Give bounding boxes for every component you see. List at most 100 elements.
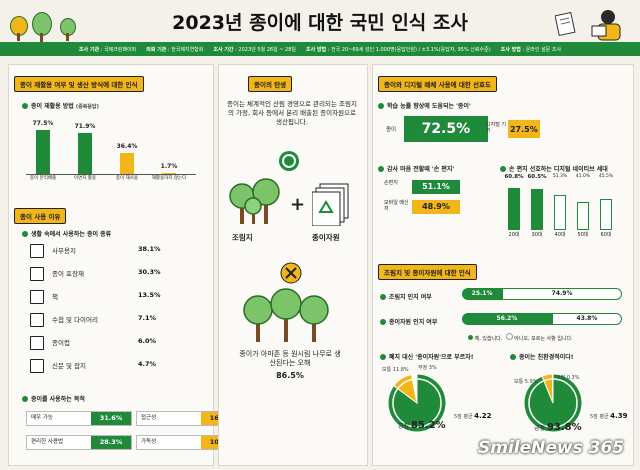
purpose-item: 편리한 사용법 28.3% <box>26 435 132 450</box>
purpose-label: 편리한 사용법 <box>31 439 64 445</box>
letter-label: 손편지 <box>384 180 398 186</box>
paper-type-icon <box>30 359 44 373</box>
list-item: 사무용지 38.1% <box>30 242 200 258</box>
forest-icon <box>226 176 286 228</box>
recycled-paper-icon <box>311 182 352 227</box>
pie-neutral-label: 보통 11.8% <box>382 367 409 373</box>
bar-category-label: 40대 <box>554 232 566 238</box>
bar <box>78 132 92 174</box>
subheading: 학습 능률 향상에 도움되는 '종이' <box>378 101 471 110</box>
forest-label: 조림지 <box>232 233 253 242</box>
paper-type-icon <box>30 313 44 327</box>
aware-yes-segment: 56.2% <box>462 313 552 325</box>
letter-bar: 51.1% <box>412 180 460 194</box>
paper-type-icon <box>30 336 44 350</box>
bar <box>162 172 176 174</box>
section-badge: 종이의 탄생 <box>248 76 293 92</box>
aware-no-segment: 74.9% <box>502 288 622 300</box>
pie-main-label: 긍정 85.2% <box>398 420 446 431</box>
list-item-value: 30.3% <box>138 268 161 276</box>
bar-category-label: 이면지 활용 <box>73 176 97 181</box>
list-item-label: 종이 포장재 <box>52 270 84 278</box>
survey-info-bar: 조사 기관 : 국제크린페이퍼 의뢰 기관 : 한국제지연합회 조사 기간 : … <box>0 42 640 56</box>
bar-category-label: 20대 <box>508 232 520 238</box>
subheading: 감사 마음 전할때 '손 편지' <box>378 164 454 173</box>
page-title: 2023년 종이에 대한 국민 인식 조사 <box>172 12 468 34</box>
bar <box>600 198 612 230</box>
subheading: 조림지 인지 여부 <box>380 292 432 301</box>
bar-category-label: 60대 <box>600 232 612 238</box>
aware-forest-bar: 25.1% 74.9% <box>462 288 622 300</box>
list-item: 신문 및 잡지 4.7% <box>30 357 200 373</box>
bar-value: 41.0% <box>575 174 591 179</box>
list-item-value: 38.1% <box>138 245 161 253</box>
pie-score: 5점 평균 4.22 <box>454 412 492 420</box>
bar-value: 45.5% <box>598 174 614 179</box>
bar-value: 60.8% <box>504 174 524 180</box>
paper-document-icon <box>554 11 577 38</box>
purpose-value: 28.3% <box>91 436 131 449</box>
list-item-label: 책 <box>52 293 58 301</box>
pie-negative-label: 부정 3% <box>418 365 437 371</box>
letter-row: 모바일 메신저 48.9% <box>384 200 494 214</box>
info-item: 의뢰 기관 : 한국제지연합회 <box>146 46 204 53</box>
section-badge: 종이와 디지털 매체 사용에 대한 선호도 <box>378 76 497 92</box>
bar-value: 60.5% <box>527 174 547 180</box>
section-badge: 종이 사용 이유 <box>14 208 67 224</box>
bar <box>120 153 134 174</box>
recycle-bar-chart: 77.5% 종이 분리배출 71.9% 이면지 활용 36.4% 종이 재사용 1.7% 재활… <box>26 112 206 190</box>
bar-category-label: 종이 분리배출 <box>29 176 57 181</box>
reading-person-icon <box>586 8 630 42</box>
purpose-value: 31.6% <box>91 412 131 425</box>
pie-slice <box>410 373 418 404</box>
aware-resource-bar: 56.2% 43.8% <box>462 313 622 325</box>
rainforest-icon <box>236 288 336 344</box>
info-item: 조사 방법 : 전국 20~69세 성인 1,000명(응답인원) / ±3.1… <box>305 46 491 53</box>
bar-value: 51.3% <box>552 174 568 179</box>
list-item-label: 사무용지 <box>52 247 76 255</box>
list-item-value: 13.5% <box>138 291 161 299</box>
list-item-value: 6.0% <box>138 337 157 345</box>
list-item: 종이 포장재 30.3% <box>30 265 200 281</box>
pie-chart-rename <box>387 373 447 433</box>
pie-score: 5점 평균 4.39 <box>590 412 628 420</box>
subheading: 종이 재활용 방법 (중복응답) <box>22 101 99 110</box>
letter-label: 모바일 메신저 <box>384 200 409 212</box>
subheading: 생활 속에서 사용하는 종이 종류 <box>22 229 111 238</box>
pie-inner-ring <box>392 378 442 428</box>
bar-value: 1.7% <box>160 162 178 170</box>
learn-paper-bar: 72.5% <box>404 116 488 142</box>
pie-negative-label: 부정 0.3% <box>556 375 580 381</box>
paper-type-icon <box>30 267 44 281</box>
subheading: 손 편지 선호하는 디지털 네이티브 세대 <box>500 164 608 173</box>
bar <box>508 188 520 230</box>
learn-right-label: 디지털 기기 <box>486 122 506 134</box>
list-item-label: 신문 및 잡지 <box>52 362 87 370</box>
origin-description: 종이는 체계적인 산림 경영으로 관리되는 조림지의 가정, 회사 등에서 분리… <box>227 100 357 126</box>
list-item: 수첩 및 다이어리 7.1% <box>30 311 200 327</box>
generation-bar-chart: 60.8% 20대 60.5% 30대 51.3% 40대 41.0% 50대 45.5% 60대 <box>504 174 624 238</box>
info-item: 조사 방법 : 온라인 설문 조사 <box>500 46 562 53</box>
wrong-icon <box>280 262 302 284</box>
decor-tree-icon <box>58 18 76 42</box>
bar-value: 77.5% <box>32 119 54 127</box>
list-item: 책 13.5% <box>30 288 200 304</box>
pie-inner-ring <box>528 378 578 428</box>
watermark-logo: SmileNews 365 <box>478 438 625 458</box>
purpose-item: 매우 가능 31.6% <box>26 411 132 426</box>
bar <box>577 201 589 230</box>
info-item: 조사 기간 : 2023년 5월 26일 ~ 28일 <box>213 46 296 53</box>
bar-category-label: 50대 <box>577 232 589 238</box>
bar-value: 36.4% <box>116 143 138 151</box>
aware-legend: 예, 있습니다. 아니오, 모르는 사항 입니다. <box>468 333 573 342</box>
decor-tree-icon <box>30 12 52 42</box>
subheading: 폐지 대신 '종이자원'으로 부르자! <box>380 352 473 361</box>
bar-category-label: 재활용하지 않는다 <box>151 176 187 181</box>
info-item: 조사 기관 : 국제크린페이퍼 <box>78 46 137 53</box>
section-badge: 조림지 및 종이자원에 대한 인식 <box>378 264 477 280</box>
subheading: 종이자원 인지 여부 <box>380 317 437 326</box>
paper-type-icon <box>30 290 44 304</box>
pie-slice <box>551 373 554 404</box>
list-item: 종이컵 6.0% <box>30 334 200 350</box>
paper-type-icon <box>30 244 44 258</box>
